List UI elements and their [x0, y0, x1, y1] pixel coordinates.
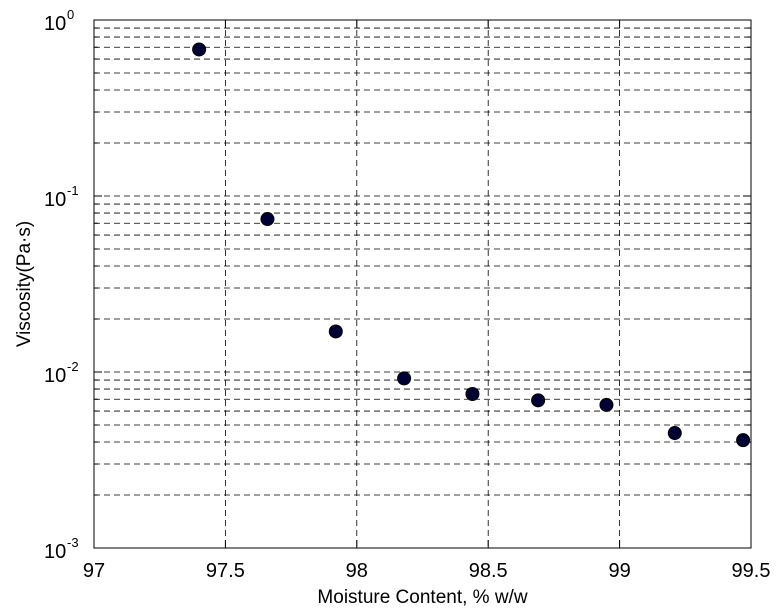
- data-point: [192, 42, 207, 57]
- y-tick-label-exponent: 0: [67, 7, 74, 22]
- x-tick-label: 97.5: [206, 560, 245, 582]
- data-point: [667, 426, 682, 441]
- y-tick-label: 10 -3: [44, 535, 79, 563]
- y-tick-label-base: 10: [44, 189, 66, 211]
- y-tick-label: 10 -2: [44, 359, 79, 387]
- data-point: [328, 324, 343, 339]
- data-point: [397, 371, 412, 386]
- y-tick-label-base: 10: [44, 541, 66, 563]
- x-tick-label: 99: [608, 560, 630, 582]
- data-point: [465, 386, 480, 401]
- y-tick-label-exponent: -2: [67, 359, 79, 374]
- y-tick-label: 10 -1: [44, 183, 79, 211]
- x-axis-label: Moisture Content, % w/w: [317, 587, 527, 608]
- y-tick-label-base: 10: [44, 13, 66, 35]
- x-tick-label: 98.5: [469, 560, 508, 582]
- plot-frame: [93, 19, 752, 549]
- grid-lines: [94, 20, 751, 548]
- y-axis-label: Viscosity(Pa·s): [14, 221, 35, 347]
- data-point: [260, 212, 275, 227]
- x-tick-label: 99.5: [732, 560, 771, 582]
- x-tick-label: 97: [83, 560, 105, 582]
- y-tick-label-exponent: -1: [67, 183, 79, 198]
- y-tick-label-exponent: -3: [67, 535, 79, 550]
- y-tick-label-base: 10: [44, 365, 66, 387]
- x-tick-label: 98: [346, 560, 368, 582]
- data-point: [736, 433, 751, 448]
- axis-ticks: [93, 19, 752, 549]
- data-points: [192, 42, 751, 448]
- y-tick-label: 10 0: [44, 7, 74, 35]
- data-point: [599, 397, 614, 412]
- data-point: [531, 393, 546, 408]
